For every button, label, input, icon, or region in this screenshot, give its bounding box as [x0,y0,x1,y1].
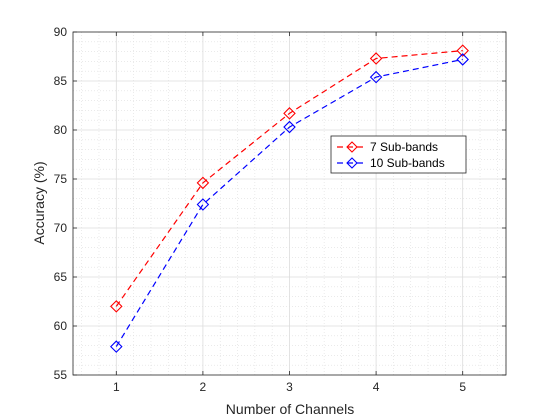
series-line [115,58,463,347]
data-point [110,340,123,353]
y-tick-label: 55 [54,368,68,382]
data-point [369,52,383,65]
series-2 [110,53,469,353]
legend-item: 10 Sub-bands [337,156,445,170]
legend-item: 7 Sub-bands [337,140,438,154]
data-point [110,300,123,313]
legend: 7 Sub-bands 10 Sub-bands [330,135,467,174]
x-tick-label: 1 [113,380,120,394]
series-layer [110,44,469,353]
series-line [115,50,463,307]
data-point [283,107,296,120]
data-point [196,176,210,190]
legend-marker [346,141,358,153]
x-tick-label: 3 [286,380,293,394]
x-tick-label: 5 [459,380,466,394]
legend-label: 10 Sub-bands [370,156,445,170]
legend-label: 7 Sub-bands [370,140,438,154]
data-point [456,53,469,66]
y-tick-label: 65 [54,270,68,284]
x-tick-label: 2 [200,380,207,394]
series-1 [110,44,469,313]
major-grid [73,32,506,375]
x-axis-label: Number of Channels [226,401,354,417]
y-axis: 55 60 65 70 75 80 85 90 [54,25,506,382]
x-axis: 1 2 3 4 5 [113,32,466,394]
y-tick-label: 60 [54,319,68,333]
x-tick-label: 4 [373,380,380,394]
data-point [283,120,296,134]
y-tick-label: 85 [54,74,68,88]
y-tick-label: 75 [54,172,68,186]
y-tick-label: 80 [54,123,68,137]
legend-marker [346,157,358,169]
y-axis-label: Accuracy (%) [31,161,47,244]
data-point [456,44,469,57]
y-tick-label: 90 [54,25,68,39]
y-tick-label: 70 [54,221,68,235]
data-point [369,70,383,84]
data-point [196,198,210,211]
